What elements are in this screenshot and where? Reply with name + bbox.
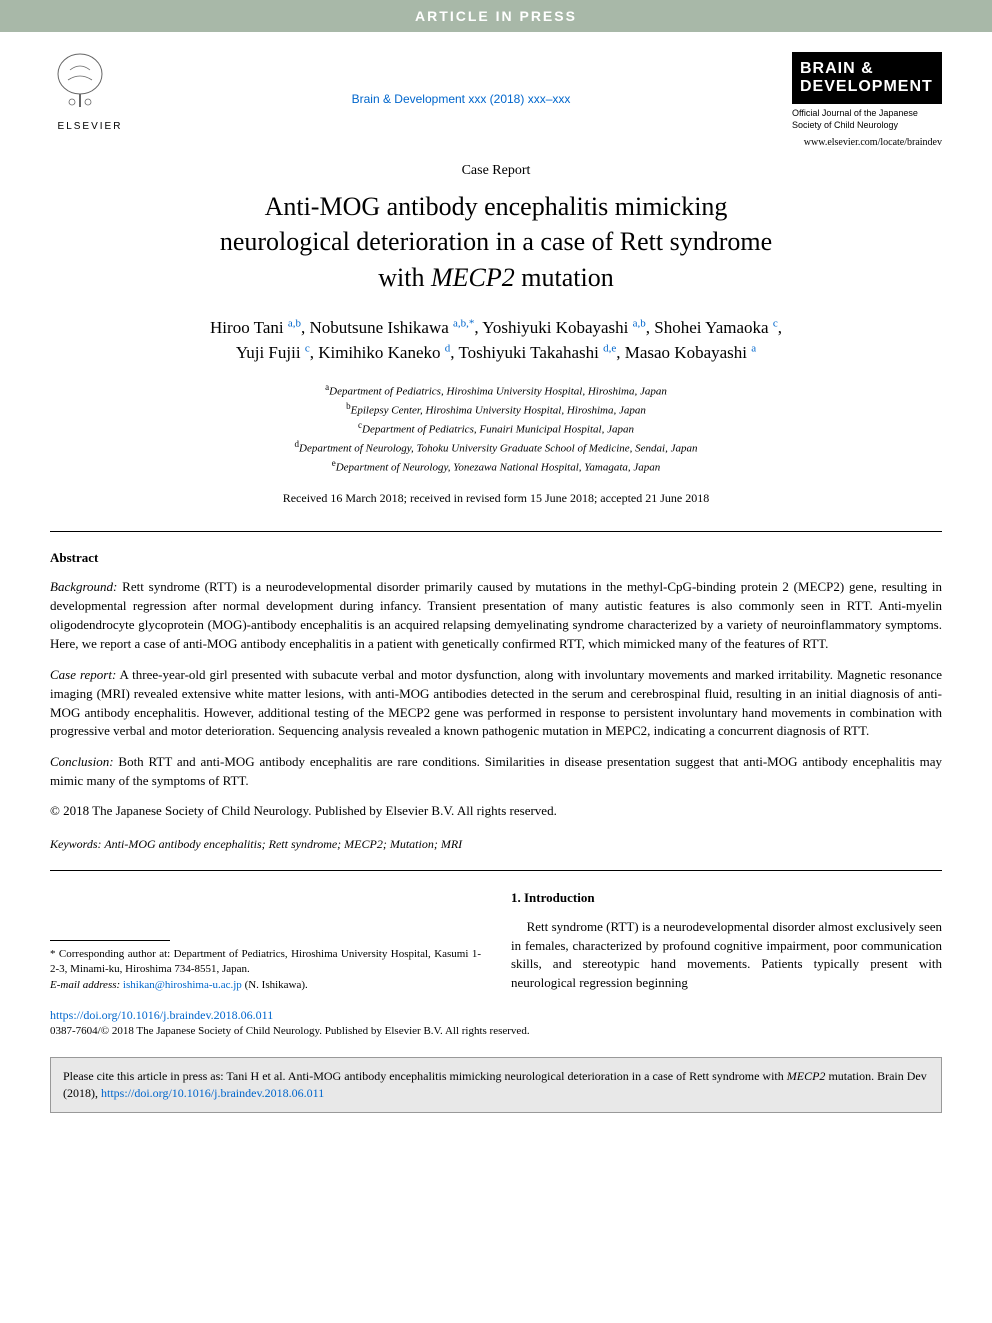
journal-title: BRAIN & DEVELOPMENT: [800, 60, 934, 96]
email-footnote: E-mail address: ishikan@hiroshima-u.ac.j…: [50, 978, 481, 993]
header-row: ELSEVIER Brain & Development xxx (2018) …: [0, 52, 992, 148]
affiliation: dDepartment of Neurology, Tohoku Univers…: [0, 438, 992, 457]
author: Nobutsune Ishikawa a,b,*: [310, 318, 475, 337]
footnote-column: * Corresponding author at: Department of…: [50, 889, 481, 993]
abstract-conclusion: Conclusion: Both RTT and anti-MOG antibo…: [50, 753, 942, 791]
keywords-text: Anti-MOG antibody encephalitis; Rett syn…: [102, 837, 463, 851]
title-line-3-prefix: with: [378, 263, 431, 292]
journal-url[interactable]: www.elsevier.com/locate/braindev: [792, 137, 942, 148]
issn-copyright: 0387-7604/© 2018 The Japanese Society of…: [50, 1025, 942, 1037]
publisher-logo: ELSEVIER: [50, 52, 130, 142]
title-line-2: neurological deterioration in a case of …: [220, 227, 772, 256]
abstract-heading: Abstract: [50, 550, 942, 566]
two-column-section: * Corresponding author at: Department of…: [50, 889, 942, 993]
introduction-column: 1. Introduction Rett syndrome (RTT) is a…: [511, 889, 942, 993]
abstract-background-text: Rett syndrome (RTT) is a neurodevelopmen…: [50, 579, 942, 651]
title-gene-name: MECP2: [431, 263, 515, 292]
abstract-background-label: Background:: [50, 579, 117, 594]
affiliation: cDepartment of Pediatrics, Funairi Munic…: [0, 419, 992, 438]
author: Hiroo Tani a,b: [210, 318, 301, 337]
keywords-label: Keywords:: [50, 837, 102, 851]
copyright-line: © 2018 The Japanese Society of Child Neu…: [50, 803, 942, 819]
title-line-3-suffix: mutation: [515, 263, 614, 292]
title-line-1: Anti-MOG antibody encephalitis mimicking: [265, 192, 728, 221]
abstract-case-report: Case report: A three-year-old girl prese…: [50, 666, 942, 741]
abstract-case-label: Case report:: [50, 667, 116, 682]
abstract-conclusion-text: Both RTT and anti-MOG antibody encephali…: [50, 754, 942, 788]
introduction-text: Rett syndrome (RTT) is a neurodevelopmen…: [511, 918, 942, 993]
citation-prefix: Please cite this article in press as: Ta…: [63, 1069, 787, 1083]
affiliation: bEpilepsy Center, Hiroshima University H…: [0, 400, 992, 419]
journal-reference: Brain & Development xxx (2018) xxx–xxx: [130, 92, 792, 106]
divider: [50, 531, 942, 532]
article-in-press-banner: ARTICLE IN PRESS: [0, 0, 992, 32]
abstract-conclusion-label: Conclusion:: [50, 754, 114, 769]
author: Yoshiyuki Kobayashi a,b: [482, 318, 645, 337]
journal-title-box: BRAIN & DEVELOPMENT: [792, 52, 942, 104]
footnote-divider: [50, 940, 170, 941]
journal-info-box: BRAIN & DEVELOPMENT Official Journal of …: [792, 52, 942, 148]
corresponding-author-note: * Corresponding author at: Department of…: [50, 947, 481, 978]
author: Kimihiko Kaneko d: [318, 343, 450, 362]
email-link[interactable]: ishikan@hiroshima-u.ac.jp: [123, 979, 242, 991]
author: Yuji Fujii c: [236, 343, 310, 362]
article-dates: Received 16 March 2018; received in revi…: [0, 491, 992, 506]
publisher-name: ELSEVIER: [50, 121, 130, 132]
email-label: E-mail address:: [50, 979, 120, 991]
elsevier-tree-icon: [50, 52, 110, 112]
doi-link[interactable]: https://doi.org/10.1016/j.braindev.2018.…: [50, 1008, 942, 1023]
affiliation: aDepartment of Pediatrics, Hiroshima Uni…: [0, 381, 992, 400]
journal-subtitle: Official Journal of the Japanese Society…: [792, 108, 942, 131]
abstract-case-text: A three-year-old girl presented with sub…: [50, 667, 942, 739]
article-type-label: Case Report: [0, 163, 992, 179]
affiliation-list: aDepartment of Pediatrics, Hiroshima Uni…: [0, 381, 992, 477]
citation-box: Please cite this article in press as: Ta…: [50, 1057, 942, 1113]
email-author-name: (N. Ishikawa).: [242, 979, 308, 991]
citation-gene-name: MECP2: [787, 1069, 826, 1083]
divider: [50, 870, 942, 871]
keywords-line: Keywords: Anti-MOG antibody encephalitis…: [50, 837, 942, 852]
abstract-background: Background: Rett syndrome (RTT) is a neu…: [50, 578, 942, 653]
citation-doi-link[interactable]: https://doi.org/10.1016/j.braindev.2018.…: [101, 1086, 324, 1100]
author: Shohei Yamaoka c: [654, 318, 777, 337]
article-title: Anti-MOG antibody encephalitis mimicking…: [0, 189, 992, 294]
author: Masao Kobayashi a: [625, 343, 756, 362]
introduction-heading: 1. Introduction: [511, 889, 942, 908]
author-list: Hiroo Tani a,b, Nobutsune Ishikawa a,b,*…: [0, 315, 992, 366]
author: Toshiyuki Takahashi d,e: [458, 343, 616, 362]
affiliation: eDepartment of Neurology, Yonezawa Natio…: [0, 457, 992, 476]
